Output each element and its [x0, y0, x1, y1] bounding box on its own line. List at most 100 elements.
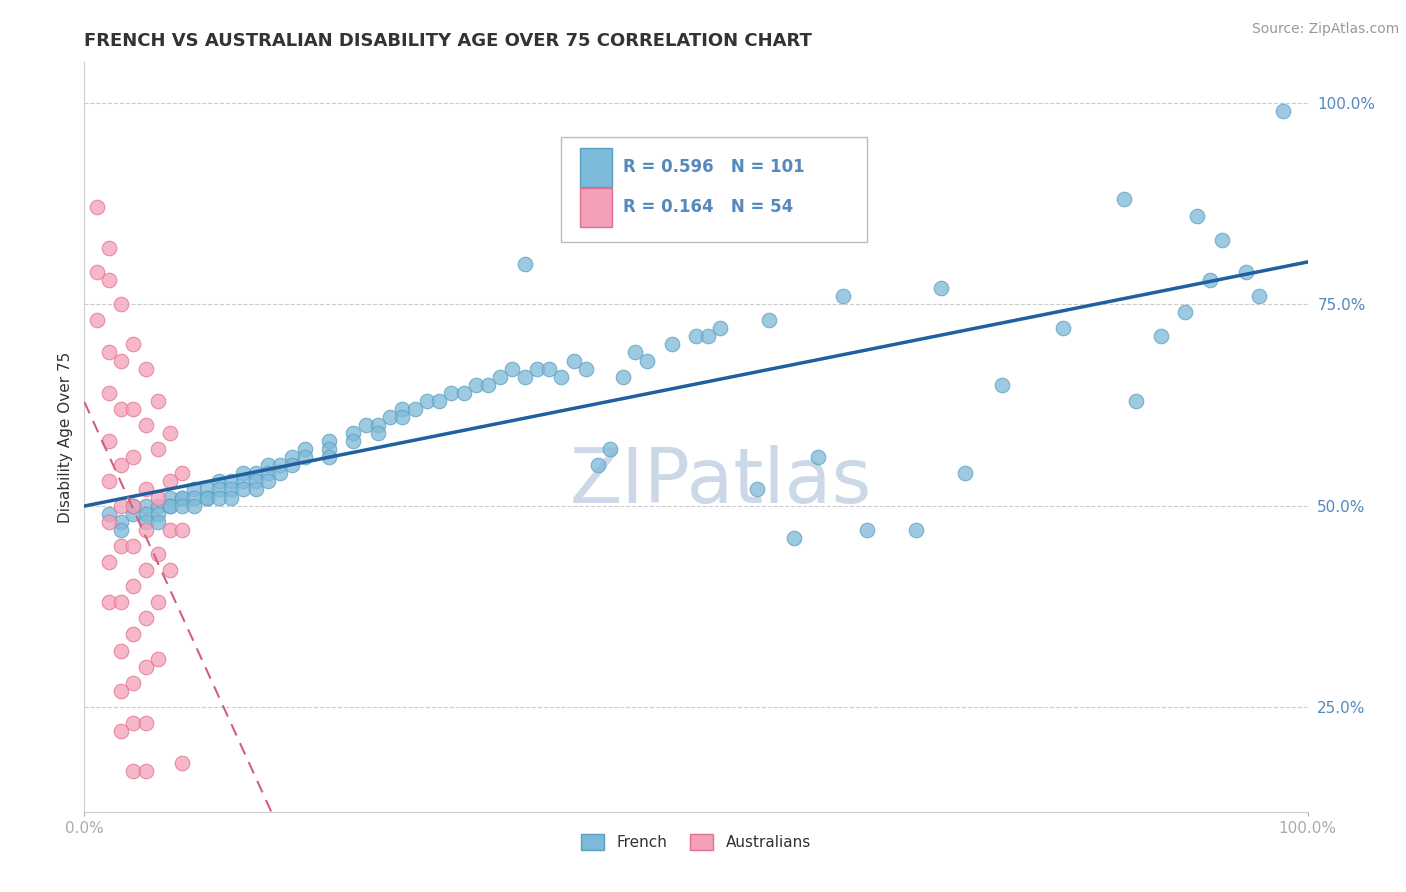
Point — [159, 563, 181, 577]
Point — [183, 491, 205, 505]
Point — [538, 361, 561, 376]
Point — [453, 385, 475, 400]
Point — [97, 555, 120, 569]
Point — [146, 442, 169, 457]
Point — [122, 450, 145, 465]
Point — [110, 297, 132, 311]
Point — [1125, 393, 1147, 408]
Point — [232, 467, 254, 481]
Point — [208, 475, 231, 489]
Point — [135, 515, 157, 529]
Point — [354, 417, 377, 432]
Point — [232, 475, 254, 489]
Point — [440, 385, 463, 400]
Point — [146, 515, 169, 529]
Point — [122, 337, 145, 351]
Point — [135, 499, 157, 513]
Text: ZIPatlas: ZIPatlas — [569, 445, 872, 519]
FancyBboxPatch shape — [561, 137, 868, 243]
Point — [135, 417, 157, 432]
Point — [257, 467, 280, 481]
Point — [1114, 193, 1136, 207]
Point — [97, 273, 120, 287]
Point — [122, 507, 145, 521]
Point — [807, 450, 830, 465]
Point — [1198, 273, 1220, 287]
Point — [97, 475, 120, 489]
Point — [1187, 209, 1209, 223]
Point — [110, 724, 132, 739]
Point — [783, 531, 806, 545]
FancyBboxPatch shape — [579, 148, 612, 186]
Point — [245, 483, 267, 497]
Point — [318, 442, 340, 457]
Point — [1150, 329, 1173, 343]
Point — [97, 241, 120, 255]
Point — [318, 450, 340, 465]
Point — [97, 345, 120, 359]
Point — [513, 257, 536, 271]
Point — [146, 547, 169, 561]
Point — [122, 539, 145, 553]
Point — [146, 651, 169, 665]
Point — [709, 321, 731, 335]
Point — [110, 353, 132, 368]
Point — [575, 361, 598, 376]
Point — [685, 329, 707, 343]
Point — [747, 483, 769, 497]
Point — [502, 361, 524, 376]
Point — [318, 434, 340, 449]
Point — [953, 467, 976, 481]
Point — [86, 265, 108, 279]
Point — [599, 442, 621, 457]
Point — [831, 289, 853, 303]
Point — [342, 434, 364, 449]
Point — [391, 409, 413, 424]
Point — [183, 483, 205, 497]
Point — [122, 716, 145, 731]
Point — [661, 337, 683, 351]
Point — [612, 369, 634, 384]
Point — [1247, 289, 1270, 303]
Point — [110, 458, 132, 473]
Text: R = 0.164   N = 54: R = 0.164 N = 54 — [623, 198, 793, 216]
Point — [110, 595, 132, 609]
Point — [219, 475, 242, 489]
Point — [135, 764, 157, 779]
Point — [281, 450, 304, 465]
Point — [208, 491, 231, 505]
Point — [367, 417, 389, 432]
Point — [122, 764, 145, 779]
FancyBboxPatch shape — [579, 187, 612, 227]
Point — [562, 353, 585, 368]
Point — [404, 401, 426, 416]
Point — [97, 515, 120, 529]
Point — [526, 361, 548, 376]
Point — [172, 756, 194, 771]
Point — [159, 523, 181, 537]
Point — [172, 491, 194, 505]
Point — [257, 458, 280, 473]
Point — [97, 507, 120, 521]
Point — [586, 458, 609, 473]
Point — [86, 201, 108, 215]
Point — [257, 475, 280, 489]
Point — [1272, 103, 1295, 118]
Point — [110, 401, 132, 416]
Point — [97, 595, 120, 609]
Point — [1211, 233, 1233, 247]
Point — [110, 539, 132, 553]
Point — [122, 401, 145, 416]
Point — [427, 393, 450, 408]
Point — [146, 507, 169, 521]
Point — [135, 507, 157, 521]
Point — [146, 499, 169, 513]
Point — [489, 369, 512, 384]
Point — [991, 377, 1014, 392]
Point — [135, 611, 157, 625]
Point — [929, 281, 952, 295]
Point — [110, 643, 132, 657]
Point — [905, 523, 928, 537]
Point — [269, 467, 291, 481]
Point — [281, 458, 304, 473]
